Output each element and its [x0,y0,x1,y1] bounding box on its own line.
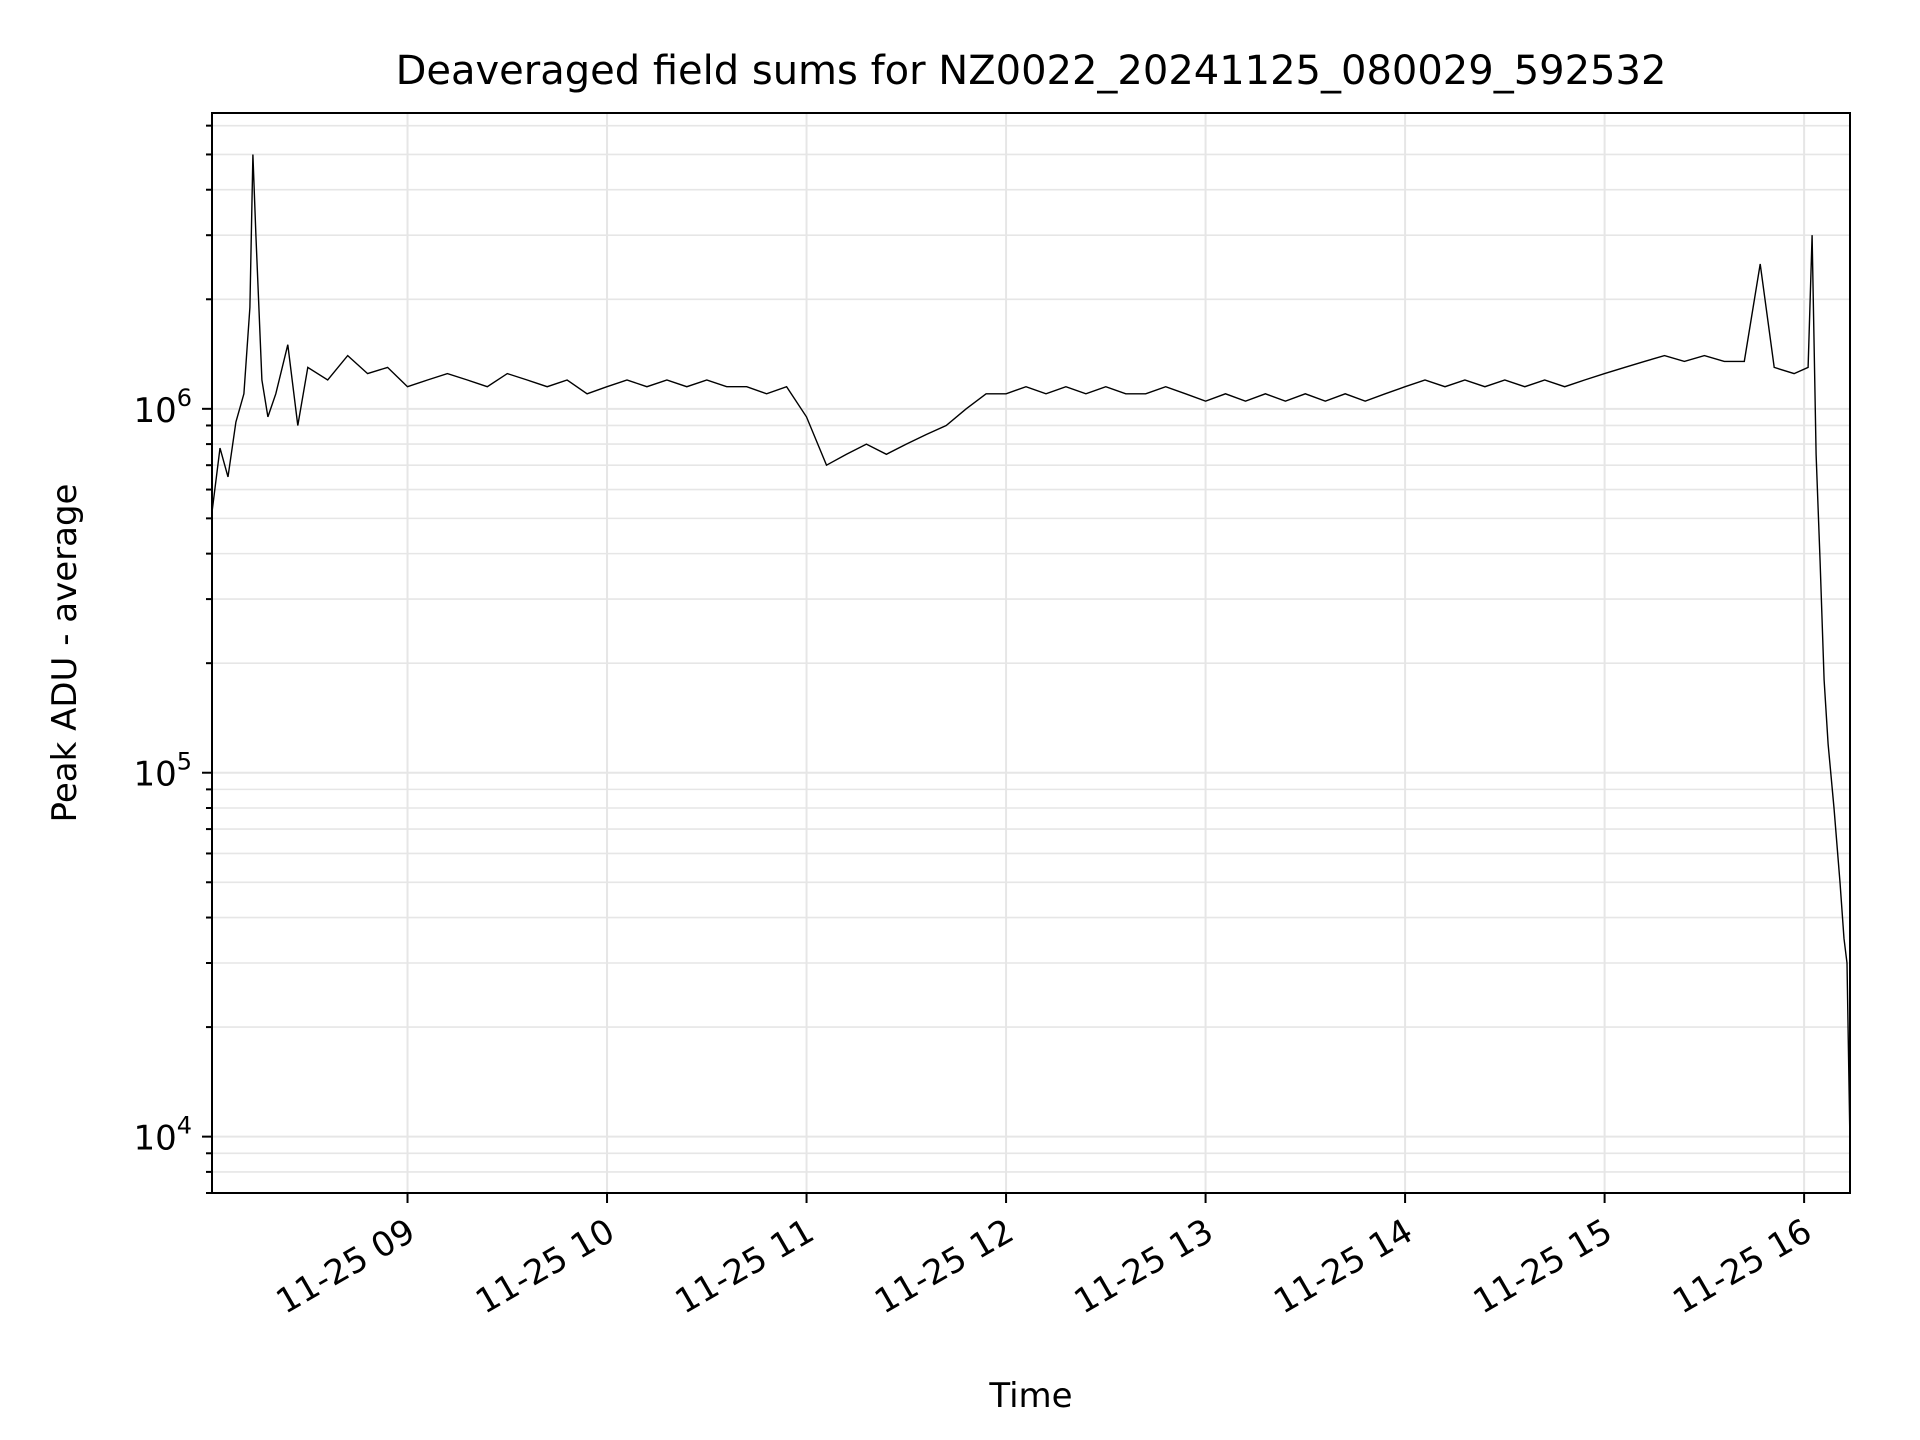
x-tick-label: 11-25 12 [868,1211,1020,1322]
series-layer [211,154,1851,1145]
grid [212,113,1850,1194]
y-tick-mantissa: 10 [133,755,176,795]
x-tick-label: 11-25 09 [270,1211,422,1322]
y-tick-mantissa: 10 [133,391,176,431]
y-tick-exponent: 5 [177,748,192,776]
x-tick-label: 11-25 16 [1666,1211,1818,1322]
x-axis: 11-25 09 11-25 10 11-25 11 11-25 12 11-25 13… [270,1193,1819,1322]
y-tick-label: 105 [133,748,192,795]
x-axis-label: Time [988,1376,1072,1416]
y-tick-exponent: 6 [177,384,192,412]
y-tick-label: 104 [133,1112,192,1159]
y-tick-exponent: 4 [177,1112,192,1140]
y-tick-label: 106 [133,384,192,431]
x-tick-label: 11-25 10 [469,1211,621,1322]
series-line [211,154,1851,1145]
y-tick-mantissa: 10 [133,1119,176,1159]
x-tick-label: 11-25 13 [1068,1211,1220,1322]
x-tick-label: 11-25 14 [1267,1211,1419,1322]
x-tick-label: 11-25 15 [1467,1211,1619,1322]
plot-frame [211,112,1851,1194]
x-tick-label: 11-25 11 [669,1211,821,1322]
chart-title: Deaveraged field sums for NZ0022_2024112… [396,48,1667,94]
y-axis-label: Peak ADU - average [45,484,85,823]
